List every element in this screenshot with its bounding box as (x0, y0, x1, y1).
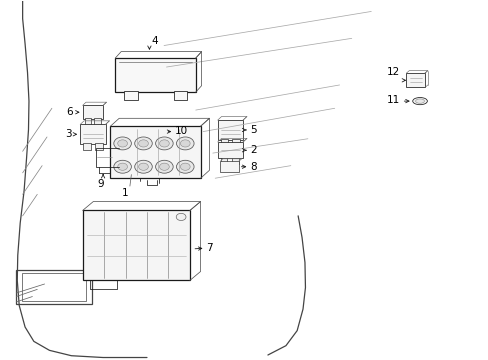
Ellipse shape (415, 99, 424, 103)
Text: 9: 9 (97, 179, 104, 189)
Circle shape (159, 163, 169, 170)
Bar (95, 143, 102, 150)
Circle shape (176, 213, 185, 221)
Bar (82, 211, 189, 280)
Text: 1: 1 (122, 188, 128, 198)
Circle shape (176, 160, 194, 173)
Bar (220, 139, 228, 145)
Bar (22, 273, 85, 301)
Text: 3: 3 (64, 129, 71, 139)
Bar (220, 158, 227, 163)
Text: 5: 5 (250, 125, 257, 135)
Text: 6: 6 (66, 107, 73, 117)
Bar (124, 91, 138, 100)
Bar (217, 142, 243, 158)
Text: 10: 10 (175, 126, 188, 135)
Text: 2: 2 (250, 144, 257, 154)
Text: 11: 11 (386, 95, 400, 105)
Circle shape (180, 163, 190, 170)
Bar (16, 270, 92, 304)
Circle shape (180, 140, 190, 147)
Bar (110, 126, 200, 178)
Bar (94, 118, 101, 124)
Ellipse shape (412, 98, 427, 105)
Circle shape (114, 160, 131, 173)
Bar (232, 158, 239, 163)
Circle shape (155, 160, 173, 173)
Circle shape (134, 137, 152, 150)
Circle shape (159, 140, 169, 147)
Text: 4: 4 (151, 36, 157, 45)
Text: 12: 12 (386, 67, 400, 77)
Bar (115, 58, 195, 92)
Circle shape (138, 140, 148, 147)
Ellipse shape (156, 129, 166, 134)
Bar (83, 143, 91, 150)
Circle shape (155, 137, 173, 150)
Text: 8: 8 (250, 162, 257, 172)
Circle shape (138, 163, 148, 170)
Bar (220, 161, 238, 172)
Circle shape (118, 140, 127, 147)
Bar (173, 91, 187, 100)
Circle shape (114, 137, 131, 150)
Bar (217, 120, 243, 140)
Bar (80, 125, 105, 144)
Circle shape (118, 163, 127, 170)
Bar (406, 73, 424, 87)
Bar (85, 118, 91, 124)
Bar (232, 139, 240, 145)
Circle shape (176, 137, 194, 150)
Circle shape (134, 160, 152, 173)
Text: 7: 7 (206, 243, 213, 253)
Bar (82, 105, 103, 119)
